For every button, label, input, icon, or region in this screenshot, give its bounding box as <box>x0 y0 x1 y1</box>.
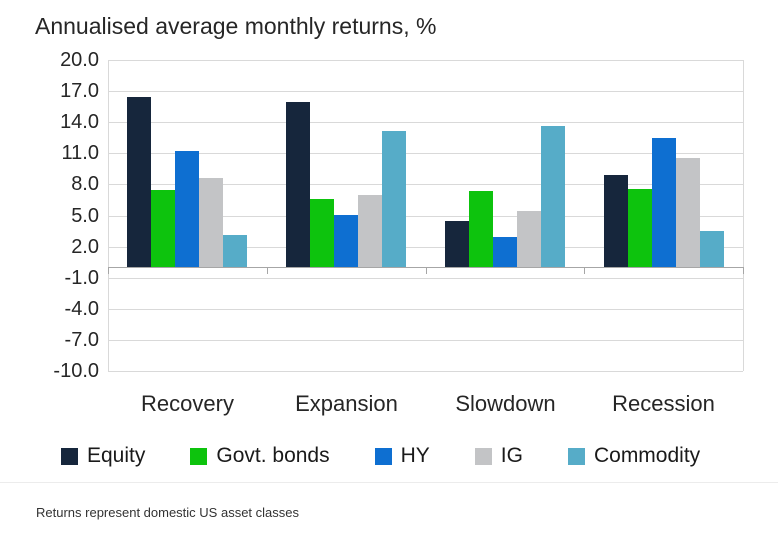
bar-commodity-recovery <box>223 235 247 267</box>
legend-item-hy: HY <box>374 444 430 468</box>
y-tick-label: 14.0 <box>60 111 99 133</box>
plot-border-right <box>743 60 744 371</box>
legend: Equity Govt. bonds HY IG Commodity <box>61 444 700 468</box>
bar-ig-expansion <box>358 195 382 267</box>
bar-equity-slowdown <box>445 221 469 267</box>
category-axis-tick <box>584 267 585 274</box>
legend-label: Govt. bonds <box>216 444 330 467</box>
bar-ig-slowdown <box>517 211 541 267</box>
y-tick-label: -4.0 <box>64 298 99 320</box>
y-tick-label: -10.0 <box>53 360 99 382</box>
legend-swatch <box>374 447 392 465</box>
y-tick-label: 11.0 <box>61 142 99 164</box>
y-tick-label: 8.0 <box>71 173 99 195</box>
category-axis-line <box>108 267 743 268</box>
x-category-label: Recession <box>612 391 715 416</box>
bar-equity-expansion <box>286 102 310 267</box>
bar-ig-recovery <box>199 178 223 267</box>
gridline-20 <box>108 60 743 61</box>
plot-area <box>108 60 744 372</box>
category-axis-tick <box>267 267 268 274</box>
bar-govt-bonds-recovery <box>151 190 175 267</box>
category-axis-tick <box>426 267 427 274</box>
gridline--1 <box>108 278 743 279</box>
bar-ig-recession <box>676 158 700 267</box>
y-tick-label: 20.0 <box>60 49 99 71</box>
y-tick-label: -1.0 <box>64 267 99 289</box>
legend-item-equity: Equity <box>61 444 145 468</box>
category-axis-tick <box>743 267 744 274</box>
plot-border-left <box>108 60 109 371</box>
y-tick-label: 5.0 <box>71 205 99 227</box>
bar-hy-slowdown <box>493 237 517 267</box>
bar-equity-recovery <box>127 97 151 267</box>
bar-equity-recession <box>604 175 628 267</box>
bar-govt-bonds-recession <box>628 189 652 267</box>
bar-govt-bonds-slowdown <box>469 191 493 267</box>
footnote: Returns represent domestic US asset clas… <box>36 505 299 520</box>
gridline-14 <box>108 122 743 123</box>
legend-swatch <box>190 447 208 465</box>
bar-commodity-slowdown <box>541 126 565 267</box>
gridline-5 <box>108 216 743 217</box>
legend-item-commodity: Commodity <box>567 444 701 468</box>
legend-swatch <box>567 447 585 465</box>
legend-item-ig: IG <box>474 444 523 468</box>
bar-commodity-expansion <box>382 131 406 267</box>
bar-govt-bonds-expansion <box>310 199 334 267</box>
gridline--4 <box>108 309 743 310</box>
bar-hy-expansion <box>334 215 358 267</box>
y-tick-label: 17.0 <box>60 80 99 102</box>
x-category-label: Slowdown <box>455 391 556 416</box>
legend-label: HY <box>400 444 430 467</box>
legend-label: IG <box>500 444 523 467</box>
chart-title: Annualised average monthly returns, % <box>35 13 437 39</box>
x-category-label: Recovery <box>141 391 234 416</box>
gridline-2 <box>108 247 743 248</box>
gridline-17 <box>108 91 743 92</box>
gridline--10 <box>108 371 743 372</box>
gridline-11 <box>108 153 743 154</box>
legend-label: Commodity <box>593 444 701 467</box>
legend-swatch <box>474 447 492 465</box>
legend-label: Equity <box>87 444 146 467</box>
bar-commodity-recession <box>700 231 724 267</box>
legend-item-govt-bonds: Govt. bonds <box>190 444 330 468</box>
gridline-8 <box>108 184 743 185</box>
category-axis-tick <box>108 267 109 274</box>
gridline--7 <box>108 340 743 341</box>
y-tick-label: -7.0 <box>64 329 99 351</box>
bar-hy-recession <box>652 138 676 267</box>
y-tick-label: 2.0 <box>71 236 99 258</box>
bar-hy-recovery <box>175 151 199 267</box>
x-category-label: Expansion <box>295 391 398 416</box>
separator-line <box>0 482 778 483</box>
legend-swatch <box>61 447 78 465</box>
